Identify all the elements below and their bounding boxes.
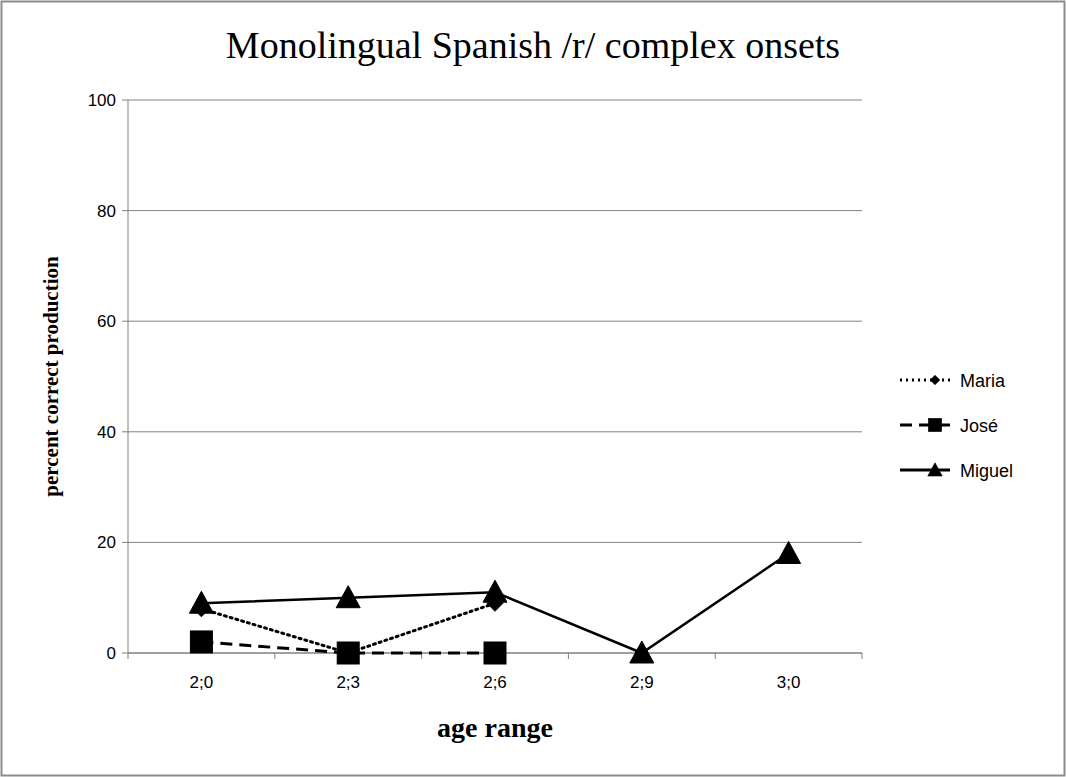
data-point [777,541,801,563]
y-tick [122,100,128,101]
y-tick [122,653,128,654]
grid-line [128,321,862,322]
series-2 [189,541,800,663]
y-tick-label: 0 [107,644,116,663]
x-tick-label: 2;0 [190,673,214,692]
grid-line [128,542,862,543]
data-point [190,631,212,653]
chart-title: Monolingual Spanish /r/ complex onsets [226,24,840,66]
legend-marker [928,418,941,431]
y-tick [122,321,128,322]
data-point [484,642,506,664]
y-tick [122,542,128,543]
y-tick-label: 60 [97,312,116,331]
y-tick-label: 40 [97,423,116,442]
y-tick-label: 100 [88,91,116,110]
grid-line [128,100,862,101]
x-tick [274,653,275,659]
y-tick [122,210,128,211]
x-tick [715,653,716,659]
legend-label: Miguel [960,461,1013,481]
grid-line [128,431,862,432]
series-1 [190,631,506,664]
legend-line [900,379,950,382]
x-tick-label: 2;6 [483,673,507,692]
y-tick [122,431,128,432]
x-tick [862,653,863,659]
legend-marker [930,375,940,385]
x-tick [568,653,569,659]
data-point [630,641,654,663]
y-axis [128,100,129,653]
data-point [189,591,213,613]
x-tick-label: 2;9 [630,673,654,692]
legend-label: José [960,416,998,436]
x-tick-label: 2;3 [336,673,360,692]
legend-label: Maria [960,371,1006,391]
y-axis-label: percent correct production [39,256,63,497]
grid [122,100,862,653]
chart-container: Monolingual Spanish /r/ complex onsets 0 2… [0,0,1066,777]
legend: Maria José Miguel [900,371,1013,481]
x-tick [128,653,129,659]
y-tick-label: 20 [97,533,116,552]
data-point [336,586,360,608]
grid-line [128,210,862,211]
chart-frame [2,2,1065,776]
data-point [337,642,359,664]
y-tick-label: 80 [97,202,116,221]
chart-svg: Monolingual Spanish /r/ complex onsets 0 2… [0,0,1066,777]
x-tick-label: 3;0 [777,673,801,692]
x-axis-label: age range [437,712,553,743]
legend-marker [928,463,942,476]
legend-line [900,469,950,472]
plot-area [189,541,800,664]
series-line [201,553,788,653]
legend-line [900,424,950,427]
data-point [483,580,507,602]
